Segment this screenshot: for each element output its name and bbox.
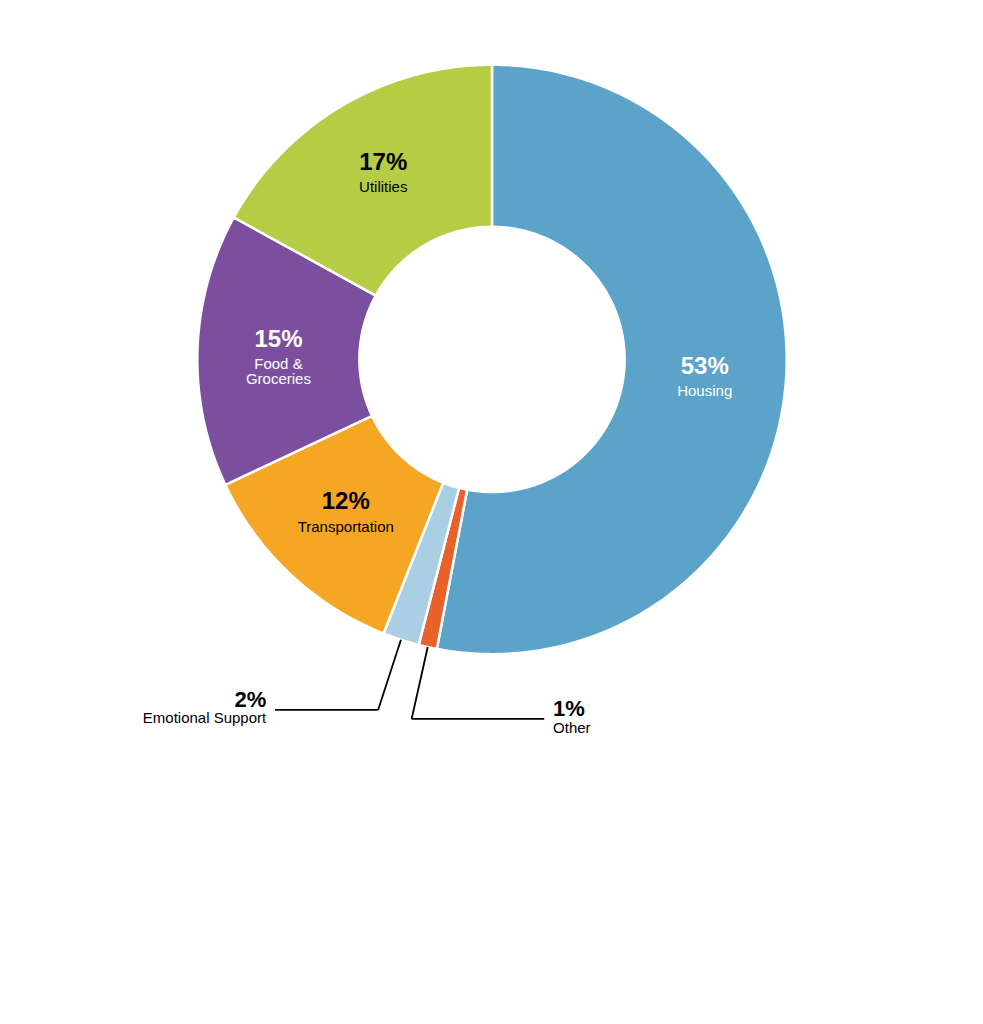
svg-text:12%: 12%	[322, 487, 370, 514]
svg-text:Housing: Housing	[677, 382, 732, 399]
svg-text:Food &Groceries: Food &Groceries	[246, 355, 311, 387]
svg-text:Transportation: Transportation	[298, 518, 394, 535]
svg-text:2%: 2%	[234, 687, 266, 712]
svg-text:53%: 53%	[681, 352, 729, 379]
svg-text:1%: 1%	[553, 696, 585, 721]
svg-text:15%: 15%	[254, 325, 302, 352]
svg-text:Emotional Support: Emotional Support	[143, 709, 267, 726]
svg-text:Other: Other	[553, 719, 591, 736]
svg-text:Utilities: Utilities	[359, 178, 407, 195]
svg-text:17%: 17%	[359, 148, 407, 175]
